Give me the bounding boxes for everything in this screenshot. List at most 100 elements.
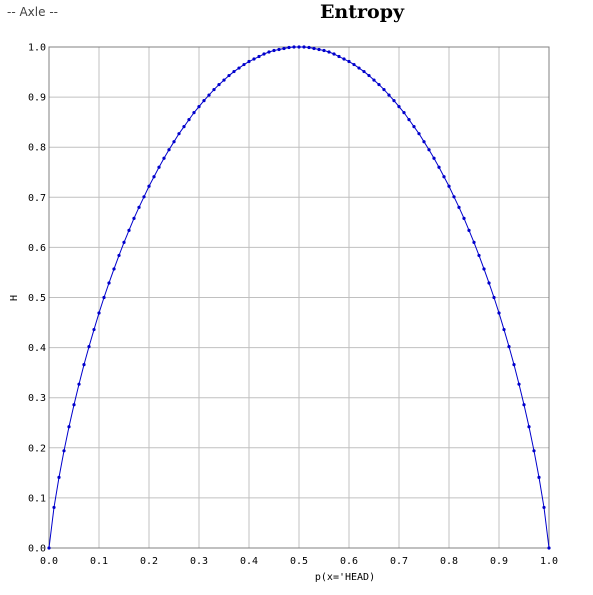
data-point: [172, 140, 176, 144]
y-tick-label: 0.8: [28, 143, 46, 154]
chart-grid: [48, 46, 550, 549]
data-point: [242, 62, 246, 67]
data-point: [317, 47, 321, 52]
x-tick-label: 0.0: [40, 556, 58, 567]
data-point: [417, 132, 421, 136]
data-point: [282, 46, 286, 51]
data-point: [142, 195, 146, 199]
data-point: [272, 48, 276, 53]
data-point: [52, 505, 56, 510]
data-point: [297, 45, 301, 49]
data-point: [352, 62, 356, 67]
data-point: [62, 449, 66, 453]
data-point: [457, 205, 461, 209]
data-point: [132, 216, 136, 220]
data-point: [67, 425, 71, 429]
data-point: [87, 345, 91, 349]
data-point: [102, 295, 106, 300]
data-point: [537, 475, 541, 479]
data-point: [477, 253, 481, 258]
data-point: [522, 403, 526, 407]
data-point: [222, 78, 226, 82]
data-point: [277, 47, 281, 52]
y-tick-label: 0.4: [28, 343, 46, 354]
data-point: [442, 175, 446, 179]
data-point: [437, 165, 441, 169]
data-point: [492, 295, 496, 300]
data-point: [182, 125, 186, 129]
data-point: [482, 267, 486, 271]
data-point: [382, 87, 386, 92]
data-point: [287, 45, 291, 50]
data-point: [177, 132, 181, 136]
data-point: [232, 69, 236, 74]
data-point: [257, 54, 261, 59]
x-tick-label: 0.7: [390, 556, 408, 567]
data-point: [262, 52, 266, 56]
data-point: [422, 140, 426, 144]
y-tick-label: 0.6: [28, 243, 46, 254]
data-point: [152, 175, 156, 179]
data-point: [377, 82, 381, 87]
y-tick-labels: 0.0 0.1 0.2 0.3 0.4 0.5 0.6 0.7 0.8 0.9 1.0: [28, 43, 46, 555]
data-point: [337, 54, 341, 59]
data-point: [512, 363, 516, 367]
data-point: [532, 449, 536, 453]
data-point: [217, 82, 221, 87]
data-point: [97, 311, 101, 315]
data-point: [302, 45, 306, 49]
x-tick-label: 0.6: [340, 556, 358, 567]
data-point: [502, 327, 506, 332]
data-point: [227, 73, 231, 78]
data-point: [402, 111, 406, 115]
data-point: [237, 66, 241, 70]
data-point: [547, 546, 551, 550]
y-tick-label: 0.3: [28, 393, 46, 404]
y-axis-label: H: [9, 295, 20, 301]
data-point: [107, 281, 111, 285]
data-point: [517, 382, 521, 386]
data-point: [267, 50, 271, 54]
data-point: [147, 184, 151, 188]
x-tick-label: 1.0: [540, 556, 558, 567]
data-point: [157, 165, 161, 169]
data-point: [527, 425, 531, 429]
chart-title: Entropy: [319, 1, 405, 23]
x-tick-label: 0.4: [240, 556, 258, 567]
data-point: [122, 240, 126, 244]
data-point: [472, 240, 476, 244]
x-tick-label: 0.2: [140, 556, 158, 567]
data-point: [127, 228, 131, 232]
x-tick-labels: 0.0 0.1 0.2 0.3 0.4 0.5 0.6 0.7 0.8 0.9 1.0: [40, 556, 558, 567]
data-point: [332, 52, 336, 56]
y-tick-label: 0.1: [28, 493, 46, 504]
data-point: [82, 363, 86, 367]
data-point: [432, 156, 436, 160]
data-point: [362, 69, 366, 74]
y-tick-label: 1.0: [28, 43, 46, 54]
data-point: [137, 205, 141, 209]
data-point: [192, 111, 196, 115]
data-point: [357, 66, 361, 70]
data-point: [307, 45, 311, 50]
data-point: [167, 148, 171, 152]
data-point: [367, 73, 371, 78]
data-point: [342, 57, 346, 61]
data-point: [412, 125, 416, 129]
data-point: [197, 105, 201, 109]
data-point: [347, 59, 351, 64]
data-point: [57, 475, 61, 479]
data-point: [397, 105, 401, 109]
data-point: [47, 546, 51, 550]
data-point: [207, 93, 211, 97]
data-point: [77, 382, 81, 386]
x-tick-label: 0.1: [90, 556, 108, 567]
data-point: [312, 46, 316, 51]
x-tick-label: 0.5: [290, 556, 308, 567]
data-point: [467, 228, 471, 232]
data-point: [447, 184, 451, 188]
data-point: [407, 118, 411, 122]
data-point: [202, 99, 206, 103]
y-tick-label: 0.2: [28, 443, 46, 454]
